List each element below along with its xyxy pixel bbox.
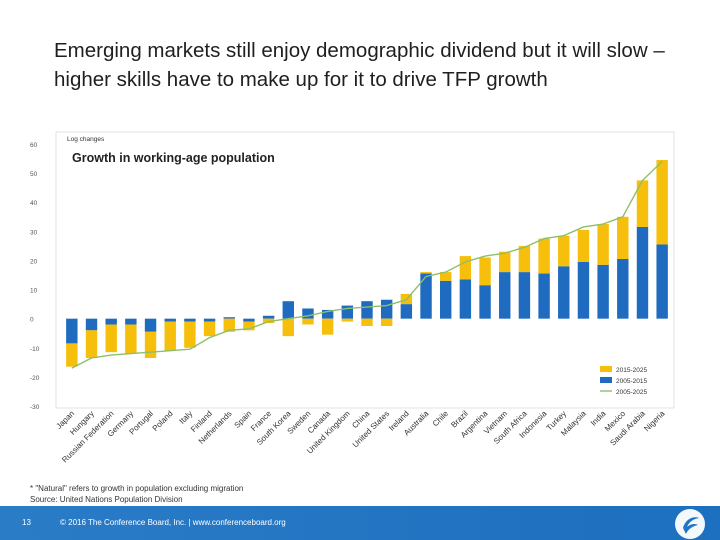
y-tick-label: -10	[30, 346, 40, 353]
x-tick-label: Poland	[151, 409, 175, 433]
bar-2005-2015	[617, 258, 629, 319]
slide-title: Emerging markets still enjoy demographic…	[54, 39, 665, 91]
bar-2015-2025	[144, 331, 157, 358]
bar-2015-2025	[203, 321, 216, 337]
bar-2015-2025	[184, 321, 196, 348]
bar-2015-2025	[164, 321, 176, 351]
source-text: Source: United Nations Population Divisi…	[30, 495, 183, 504]
y-tick-label: -20	[30, 375, 40, 382]
bar-2005-2015	[105, 318, 117, 325]
bar-2015-2025	[380, 318, 393, 326]
bar-2005-2015	[577, 261, 590, 319]
bar-2015-2025	[302, 318, 314, 325]
y-tick-label: 10	[30, 288, 38, 295]
bar-2015-2025	[617, 216, 629, 259]
page-number: 13	[22, 518, 31, 527]
bar-2005-2015	[282, 301, 294, 319]
bar-2005-2015	[125, 318, 137, 325]
bar-2005-2015	[184, 318, 196, 322]
bar-2015-2025	[243, 321, 255, 331]
y-axis-label: Log changes	[67, 136, 105, 143]
y-tick-label: 40	[30, 200, 38, 207]
bar-2005-2015	[499, 272, 511, 319]
bar-2015-2025	[459, 256, 472, 280]
bar-2005-2015	[203, 318, 216, 322]
bar-2005-2015	[223, 317, 235, 319]
bar-2015-2025	[282, 318, 294, 337]
y-tick-label: 20	[30, 258, 38, 265]
bar-2005-2015	[479, 285, 491, 319]
bar-2005-2015	[597, 264, 609, 319]
y-tick-label: 60	[30, 142, 38, 149]
bar-2005-2015	[144, 318, 157, 332]
bar-2015-2025	[479, 257, 491, 286]
y-tick-label: 30	[30, 229, 38, 236]
bar-2015-2025	[223, 318, 235, 332]
bar-2015-2025	[341, 318, 354, 322]
y-tick-label: 50	[30, 171, 38, 178]
footnote-text: * "Natural" refers to growth in populati…	[30, 484, 244, 493]
bar-2005-2015	[66, 318, 78, 344]
bar-2005-2015	[558, 266, 570, 319]
bar-2005-2015	[85, 318, 98, 331]
bar-2005-2015	[243, 318, 255, 322]
bar-2005-2015	[341, 305, 354, 319]
bar-2015-2025	[262, 318, 275, 324]
footer-bar: 13 © 2016 The Conference Board, Inc. | w…	[0, 506, 720, 540]
bar-2015-2025	[361, 318, 373, 326]
bar-2005-2015	[636, 226, 649, 319]
bar-2005-2015	[420, 273, 432, 319]
bar-2015-2025	[577, 229, 590, 262]
bar-2005-2015	[380, 299, 393, 319]
bar-2015-2025	[558, 235, 570, 267]
bar-2015-2025	[420, 272, 432, 274]
x-tick-label: Nigeria	[642, 409, 667, 434]
bar-2015-2025	[105, 324, 117, 353]
bar-2015-2025	[518, 245, 531, 273]
bar-2005-2015	[400, 304, 413, 319]
x-tick-label: Italy	[178, 409, 195, 426]
bar-2015-2025	[656, 160, 668, 245]
bar-2005-2015	[302, 308, 314, 319]
line-2005-2025	[71, 160, 663, 369]
bar-2005-2015	[262, 315, 275, 319]
conference-board-logo-icon	[675, 509, 705, 539]
bar-2015-2025	[597, 224, 609, 265]
bar-2015-2025	[499, 251, 511, 273]
legend-label: 2015-2025	[616, 367, 647, 374]
bar-2005-2015	[164, 318, 176, 322]
chart-title: Growth in working-age population	[72, 151, 275, 165]
legend-label: 2005-2025	[616, 389, 647, 396]
y-tick-label: 0	[30, 317, 34, 324]
bar-2005-2015	[518, 272, 531, 319]
bar-2015-2025	[440, 272, 452, 281]
bar-2015-2025	[85, 330, 98, 358]
plot-area: 60 50 40 30 20 10 0 -10 -20 -30 Log changes Growth …	[30, 131, 675, 464]
legend-swatch-2005-2015	[600, 377, 612, 383]
growth-chart: 60 50 40 30 20 10 0 -10 -20 -30 Log changes Growth …	[30, 131, 675, 464]
chart-frame	[55, 131, 675, 409]
footnote-block: * "Natural" refers to growth in populati…	[30, 483, 243, 505]
bar-2015-2025	[125, 324, 137, 354]
x-tick-label: Chile	[431, 409, 451, 429]
bar-2005-2015	[656, 244, 668, 319]
bar-2015-2025	[66, 343, 78, 367]
bar-2005-2015	[321, 309, 334, 319]
legend-label: 2005-2015	[616, 378, 647, 385]
bar-2005-2015	[459, 279, 472, 319]
bar-2015-2025	[321, 318, 334, 335]
y-tick-label: -30	[30, 404, 40, 411]
bar-2015-2025	[636, 180, 649, 227]
bar-2005-2015	[361, 301, 373, 319]
chart-container: 60 50 40 30 20 10 0 -10 -20 -30 Log changes Growth …	[0, 128, 720, 473]
legend-swatch-2015-2025	[600, 366, 612, 372]
bar-2005-2015	[440, 280, 452, 319]
copyright-text: © 2016 The Conference Board, Inc. | www.…	[60, 518, 286, 527]
bar-2005-2015	[538, 273, 550, 319]
bar-2015-2025	[538, 238, 550, 274]
